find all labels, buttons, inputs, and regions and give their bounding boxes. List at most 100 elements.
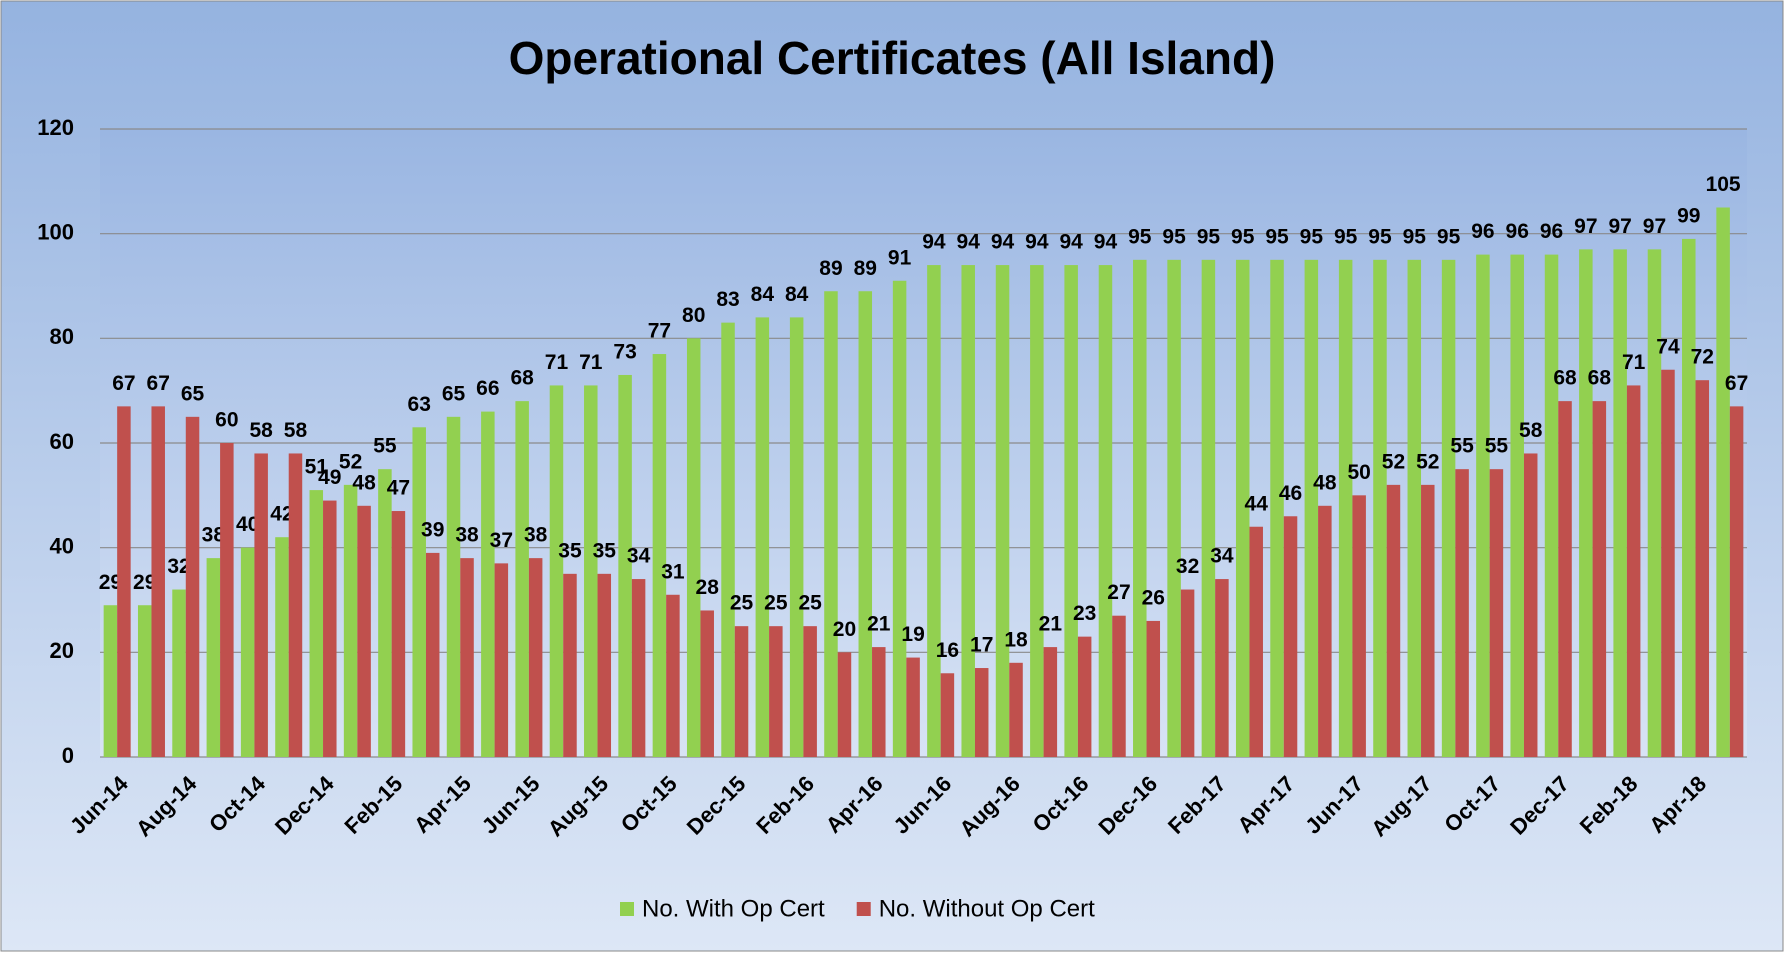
bar xyxy=(940,673,955,757)
bar xyxy=(1373,259,1387,757)
data-label: 68 xyxy=(510,367,534,390)
bar xyxy=(961,265,975,757)
data-label: 96 xyxy=(1506,220,1529,243)
bar xyxy=(1098,265,1113,757)
data-label: 25 xyxy=(798,592,822,615)
bar xyxy=(446,416,461,757)
bar xyxy=(872,647,886,757)
bar xyxy=(1352,495,1366,757)
bar xyxy=(103,605,118,757)
data-label: 73 xyxy=(613,341,636,364)
bar xyxy=(425,552,440,757)
data-label: 94 xyxy=(991,231,1015,254)
data-label: 97 xyxy=(1574,215,1597,238)
data-label: 67 xyxy=(1725,372,1748,395)
bar xyxy=(734,626,749,757)
bar xyxy=(974,668,989,757)
bar xyxy=(1215,579,1229,757)
data-label: 26 xyxy=(1142,586,1165,609)
bar xyxy=(1249,526,1263,757)
bar xyxy=(515,401,529,757)
bar xyxy=(858,291,873,757)
bar xyxy=(837,652,852,757)
bar xyxy=(1613,249,1627,757)
bar xyxy=(1695,380,1710,757)
data-label: 83 xyxy=(716,288,739,311)
bar xyxy=(494,563,509,757)
bar xyxy=(1167,259,1181,757)
data-label: 58 xyxy=(284,419,308,442)
bar xyxy=(618,374,632,757)
y-tick-label: 40 xyxy=(50,533,74,558)
data-label: 44 xyxy=(1245,492,1269,515)
bar xyxy=(1441,259,1456,757)
bar xyxy=(1558,401,1572,757)
data-label: 32 xyxy=(167,555,190,578)
data-label: 38 xyxy=(202,524,226,547)
data-label: 23 xyxy=(1073,602,1096,625)
bar xyxy=(185,416,200,757)
bar xyxy=(1270,259,1284,757)
bar xyxy=(343,484,358,757)
bar xyxy=(1592,401,1607,757)
legend-swatch xyxy=(856,902,871,916)
bar xyxy=(391,511,406,757)
data-label: 68 xyxy=(1588,367,1612,390)
legend-label: No. With Op Cert xyxy=(642,895,825,922)
data-label: 34 xyxy=(1210,545,1234,568)
bar xyxy=(528,558,543,757)
data-label: 19 xyxy=(901,623,924,646)
bar xyxy=(1338,259,1353,757)
data-label: 38 xyxy=(455,524,479,547)
y-tick-label: 60 xyxy=(50,429,74,454)
legend-label: No. Without Op Cert xyxy=(879,895,1095,922)
data-label: 28 xyxy=(696,576,720,599)
data-label: 95 xyxy=(1437,225,1461,248)
bar xyxy=(275,537,289,757)
data-label: 72 xyxy=(1691,346,1714,369)
bar xyxy=(172,589,186,757)
chart-title: Operational Certificates (All Island) xyxy=(509,32,1276,84)
data-label: 65 xyxy=(442,382,466,405)
data-label: 25 xyxy=(764,592,788,615)
bar xyxy=(323,500,337,757)
data-label: 84 xyxy=(751,283,775,306)
data-label: 47 xyxy=(387,477,410,500)
bar xyxy=(769,626,783,757)
bar xyxy=(1064,265,1078,757)
data-label: 39 xyxy=(421,518,444,541)
data-label: 91 xyxy=(888,246,912,269)
bar xyxy=(117,406,131,757)
data-label: 96 xyxy=(1471,220,1494,243)
bar xyxy=(1030,265,1044,757)
bar xyxy=(412,427,426,757)
data-label: 67 xyxy=(147,372,170,395)
y-tick-label: 20 xyxy=(50,638,74,663)
bar xyxy=(803,626,817,757)
data-label: 99 xyxy=(1677,204,1700,227)
data-label: 35 xyxy=(593,539,617,562)
bar xyxy=(481,411,495,757)
data-label: 95 xyxy=(1231,225,1255,248)
data-label: 105 xyxy=(1706,173,1741,196)
bar xyxy=(549,385,564,757)
bar xyxy=(288,453,303,757)
data-label: 27 xyxy=(1107,581,1130,604)
bar xyxy=(755,317,770,757)
data-label: 94 xyxy=(957,231,981,254)
bar xyxy=(206,558,221,757)
data-label: 42 xyxy=(270,503,293,526)
bar xyxy=(1510,254,1524,757)
bar xyxy=(1009,662,1023,757)
bar xyxy=(1133,259,1147,757)
data-label: 38 xyxy=(524,524,548,547)
data-label: 31 xyxy=(661,560,685,583)
bar xyxy=(631,579,646,757)
data-label: 89 xyxy=(819,257,842,280)
data-label: 35 xyxy=(558,539,582,562)
bar xyxy=(137,605,152,757)
data-label: 18 xyxy=(1004,628,1028,651)
data-label: 58 xyxy=(249,419,273,442)
bar xyxy=(309,490,324,757)
